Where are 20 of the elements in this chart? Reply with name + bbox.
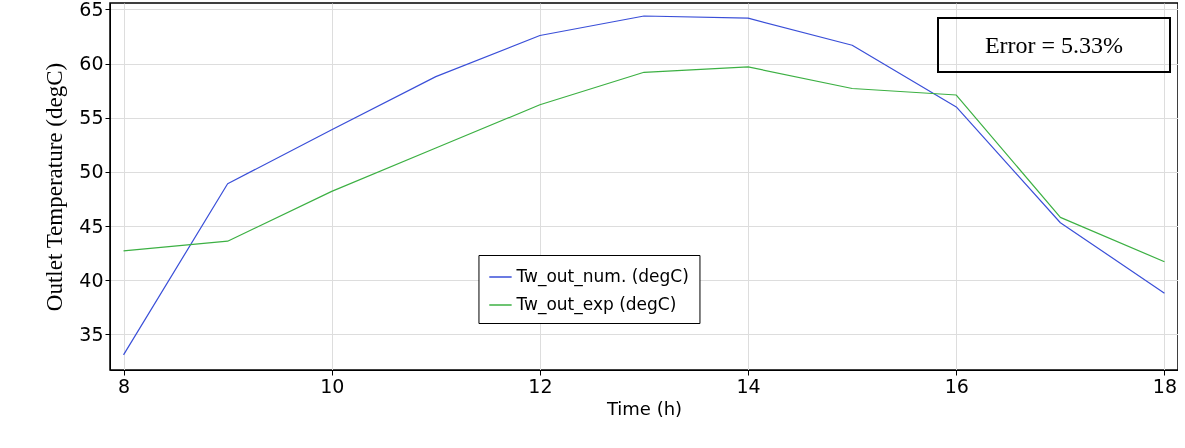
y-tick-label: 55 [79,106,104,129]
x-tick-label: 16 [944,374,969,397]
y-tick-label: 60 [79,52,104,75]
y-tick-label: 50 [79,160,104,183]
y-tick-label: 45 [79,214,104,237]
legend-label: Tw_out_exp (degC) [515,294,677,315]
x-tick-label: 8 [117,374,131,397]
line-series [122,66,1166,263]
x-tick-label: 12 [528,374,553,397]
y-axis-title: Outlet Temperature (degC) [42,62,68,312]
x-tick-label: 18 [1152,374,1178,397]
note-box: Error = 5.33% [937,17,1171,73]
y-tick-label: 35 [79,322,104,345]
y-tick-label: 40 [79,268,104,291]
x-tick-label: 14 [736,374,761,397]
x-tick-label: 10 [320,374,345,397]
x-axis-title: Time (h) [605,397,683,419]
y-tick-label: 65 [79,0,104,20]
legend-label: Tw_out_num. (degC) [515,266,689,287]
line-series [122,15,1166,356]
